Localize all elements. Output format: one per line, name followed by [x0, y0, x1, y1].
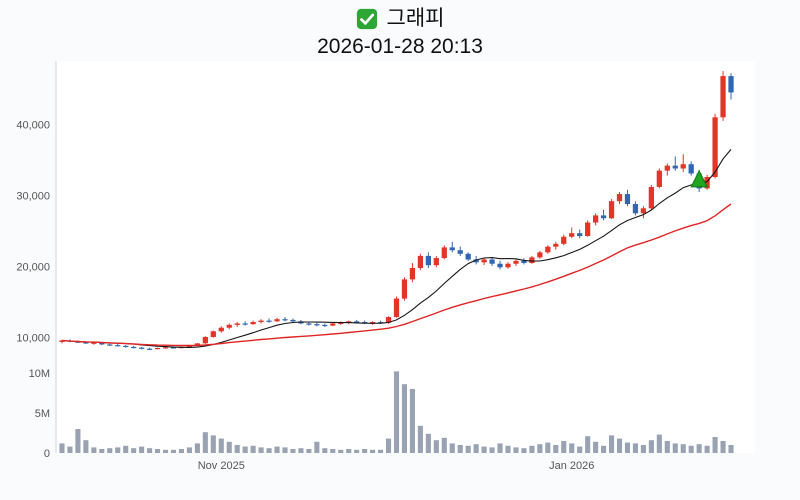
price-axis-labels: 40,000 30,000 20,000 10,000: [16, 119, 50, 344]
price-panel: [56, 61, 755, 364]
chart-header: 그래피 2026-01-28 20:13: [0, 0, 800, 59]
svg-text:10,000: 10,000: [16, 333, 50, 345]
svg-text:0: 0: [44, 448, 50, 460]
candlestick-volume-chart: 40,000 30,000 20,000 10,000 10M 5M 0 Nov 2025 Ja…: [16, 61, 755, 472]
svg-text:Nov 2025: Nov 2025: [198, 460, 245, 472]
chart-datetime: 2026-01-28 20:13: [317, 35, 483, 58]
svg-text:10M: 10M: [29, 368, 50, 380]
volume-axis-labels: 10M 5M 0: [29, 368, 50, 460]
x-axis-labels: Nov 2025 Jan 2026: [198, 460, 595, 472]
volume-bars: [59, 371, 734, 453]
svg-text:5M: 5M: [35, 408, 50, 420]
ma-long-line: [61, 203, 732, 347]
checked-checkbox-icon: [356, 8, 377, 30]
ma-short-line: [61, 149, 732, 348]
stock-chart-app: 그래피 2026-01-28 20:13 40,000 30,000 20,000 1…: [0, 0, 800, 472]
svg-text:40,000: 40,000: [16, 119, 50, 131]
stock-title: 그래피: [386, 7, 445, 30]
svg-text:30,000: 30,000: [16, 191, 50, 203]
buy-signal-marker: [690, 169, 708, 188]
svg-text:20,000: 20,000: [16, 262, 50, 274]
svg-text:Jan 2026: Jan 2026: [549, 460, 594, 472]
title-row: 그래피: [0, 6, 800, 32]
